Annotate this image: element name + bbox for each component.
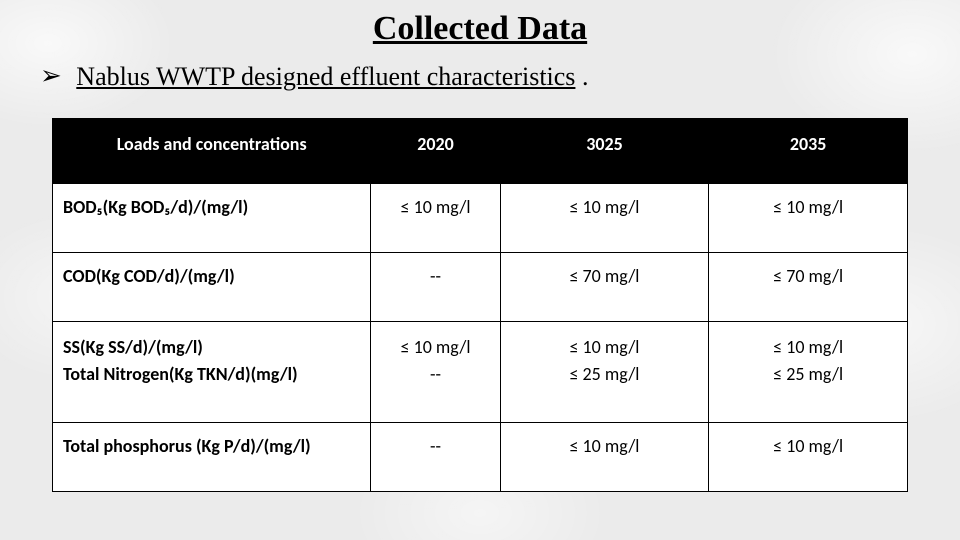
subtitle-text: Nablus WWTP designed effluent characteri… [76,62,575,91]
col-header-3025: 3025 [500,119,709,184]
row-val-2035: ≤ 70 mg/l [709,253,908,322]
row-val-2035: ≤ 10 mg/l≤ 25 mg/l [709,322,908,423]
table-row: COD(Kg COD/d)/(mg/l) -- ≤ 70 mg/l ≤ 70 m… [53,253,908,322]
row-val-3025: ≤ 10 mg/l≤ 25 mg/l [500,322,709,423]
data-table-wrap: Loads and concentrations 2020 3025 2035 … [52,118,908,492]
page-title: Collected Data [0,10,960,48]
row-val-2020: ≤ 10 mg/l-- [371,322,500,423]
row-label: BOD₅(Kg BOD₅/d)/(mg/l) [53,184,371,253]
arrow-bullet-icon: ➢ [40,60,62,91]
subtitle-row: ➢ Nablus WWTP designed effluent characte… [40,60,960,92]
row-val-2020: -- [371,423,500,492]
col-header-2020: 2020 [371,119,500,184]
row-val-2035: ≤ 10 mg/l [709,184,908,253]
subtitle-trailing: . [575,62,588,91]
effluent-table: Loads and concentrations 2020 3025 2035 … [52,118,908,492]
col-header-loads: Loads and concentrations [53,119,371,184]
row-val-2020: -- [371,253,500,322]
row-val-3025: ≤ 10 mg/l [500,184,709,253]
row-val-2035: ≤ 10 mg/l [709,423,908,492]
row-label: COD(Kg COD/d)/(mg/l) [53,253,371,322]
row-label: SS(Kg SS/d)/(mg/l)Total Nitrogen(Kg TKN/… [53,322,371,423]
table-row: SS(Kg SS/d)/(mg/l)Total Nitrogen(Kg TKN/… [53,322,908,423]
row-val-3025: ≤ 10 mg/l [500,423,709,492]
row-label: Total phosphorus (Kg P/d)/(mg/l) [53,423,371,492]
table-row: Total phosphorus (Kg P/d)/(mg/l) -- ≤ 10… [53,423,908,492]
table-row: BOD₅(Kg BOD₅/d)/(mg/l) ≤ 10 mg/l ≤ 10 mg… [53,184,908,253]
row-val-3025: ≤ 70 mg/l [500,253,709,322]
row-val-2020: ≤ 10 mg/l [371,184,500,253]
table-header-row: Loads and concentrations 2020 3025 2035 [53,119,908,184]
col-header-2035: 2035 [709,119,908,184]
